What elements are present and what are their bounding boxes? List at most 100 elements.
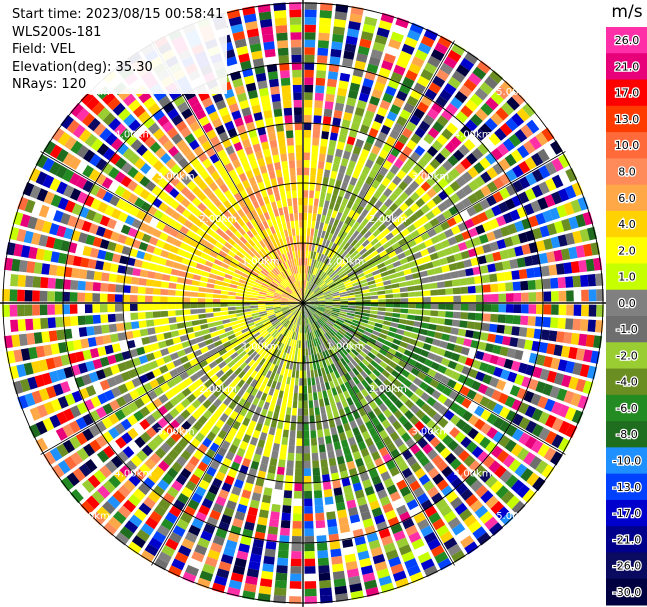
velocity-gate — [351, 521, 363, 531]
velocity-gate — [169, 245, 179, 254]
velocity-gate — [324, 239, 331, 248]
velocity-gate — [257, 303, 266, 306]
velocity-gate — [433, 355, 444, 364]
velocity-gate — [107, 241, 117, 252]
velocity-gate — [390, 71, 403, 83]
velocity-gate — [422, 283, 431, 290]
velocity-gate — [455, 336, 465, 345]
velocity-gate — [347, 307, 356, 311]
velocity-gate — [367, 186, 377, 196]
velocity-gate — [255, 150, 264, 160]
velocity-gate — [241, 457, 251, 468]
velocity-gate — [181, 538, 195, 550]
velocity-gate — [327, 258, 334, 267]
velocity-gate — [289, 275, 294, 283]
velocity-gate — [83, 399, 95, 412]
velocity-gate — [572, 230, 583, 244]
velocity-gate — [352, 230, 360, 239]
velocity-gate — [287, 228, 293, 237]
velocity-gate — [152, 350, 163, 359]
velocity-gate — [558, 154, 571, 169]
velocity-gate — [262, 229, 269, 238]
velocity-gate — [381, 254, 390, 262]
velocity-gate — [489, 376, 500, 388]
velocity-gate — [573, 290, 582, 302]
velocity-gate — [455, 463, 467, 476]
velocity-gate — [303, 297, 309, 303]
velocity-gate — [271, 281, 279, 287]
velocity-gate — [277, 420, 284, 430]
velocity-gate — [251, 329, 259, 336]
velocity-gate — [347, 388, 356, 397]
velocity-gate — [343, 279, 351, 285]
velocity-gate — [232, 565, 246, 575]
velocity-gate — [509, 337, 519, 348]
velocity-gate — [306, 362, 310, 371]
velocity-gate — [330, 287, 339, 293]
velocity-gate — [117, 332, 127, 342]
velocity-gate — [254, 372, 262, 381]
velocity-gate — [239, 440, 249, 451]
velocity-gate — [439, 147, 452, 159]
velocity-gate — [175, 474, 188, 486]
velocity-gate — [379, 204, 389, 214]
velocity-gate — [318, 261, 324, 270]
velocity-gate — [370, 303, 379, 307]
velocity-gate — [303, 250, 306, 258]
velocity-gate — [293, 505, 302, 514]
velocity-gate — [260, 314, 268, 319]
velocity-gate — [271, 147, 279, 156]
velocity-gate — [259, 18, 273, 28]
velocity-gate — [160, 310, 169, 318]
velocity-gate — [95, 187, 107, 200]
velocity-gate — [245, 475, 256, 485]
velocity-gate — [327, 249, 333, 258]
velocity-gate — [85, 281, 94, 291]
velocity-gate — [35, 154, 48, 169]
velocity-gate — [266, 218, 273, 228]
velocity-gate — [385, 365, 394, 374]
velocity-gate — [229, 186, 239, 196]
velocity-gate — [250, 136, 260, 146]
velocity-gate — [224, 189, 233, 200]
velocity-gate — [303, 445, 311, 454]
velocity-gate — [239, 236, 248, 245]
velocity-gate — [524, 436, 537, 450]
velocity-gate — [407, 358, 417, 367]
velocity-gate — [265, 299, 274, 302]
velocity-gate — [355, 306, 364, 309]
velocity-gate — [17, 196, 29, 211]
velocity-gate — [339, 470, 349, 480]
velocity-gate — [192, 233, 202, 243]
velocity-gate — [263, 487, 273, 497]
velocity-gate — [45, 357, 56, 370]
velocity-gate — [95, 260, 105, 271]
velocity-gate — [224, 475, 235, 486]
velocity-gate — [531, 408, 543, 422]
velocity-gate — [431, 206, 442, 217]
velocity-gate — [261, 494, 272, 504]
velocity-gate — [215, 369, 225, 379]
velocity-gate — [210, 331, 219, 338]
velocity-gate — [417, 371, 427, 381]
velocity-gate — [297, 265, 300, 274]
velocity-gate — [322, 246, 328, 255]
velocity-gate — [588, 304, 597, 317]
velocity-gate — [516, 484, 531, 499]
velocity-gate — [429, 317, 438, 324]
velocity-gate — [348, 303, 356, 306]
velocity-gate — [371, 450, 381, 461]
velocity-gate — [221, 286, 230, 291]
velocity-gate — [347, 310, 355, 314]
velocity-gate — [234, 557, 247, 568]
velocity-gate — [307, 308, 313, 316]
velocity-gate — [412, 272, 421, 279]
velocity-gate — [288, 276, 293, 284]
velocity-gate — [270, 338, 277, 346]
velocity-gate — [366, 63, 379, 74]
velocity-gate — [296, 273, 300, 281]
velocity-gate — [314, 244, 319, 253]
velocity-gate — [177, 493, 189, 505]
velocity-gate — [319, 352, 325, 361]
velocity-gate — [432, 182, 443, 194]
